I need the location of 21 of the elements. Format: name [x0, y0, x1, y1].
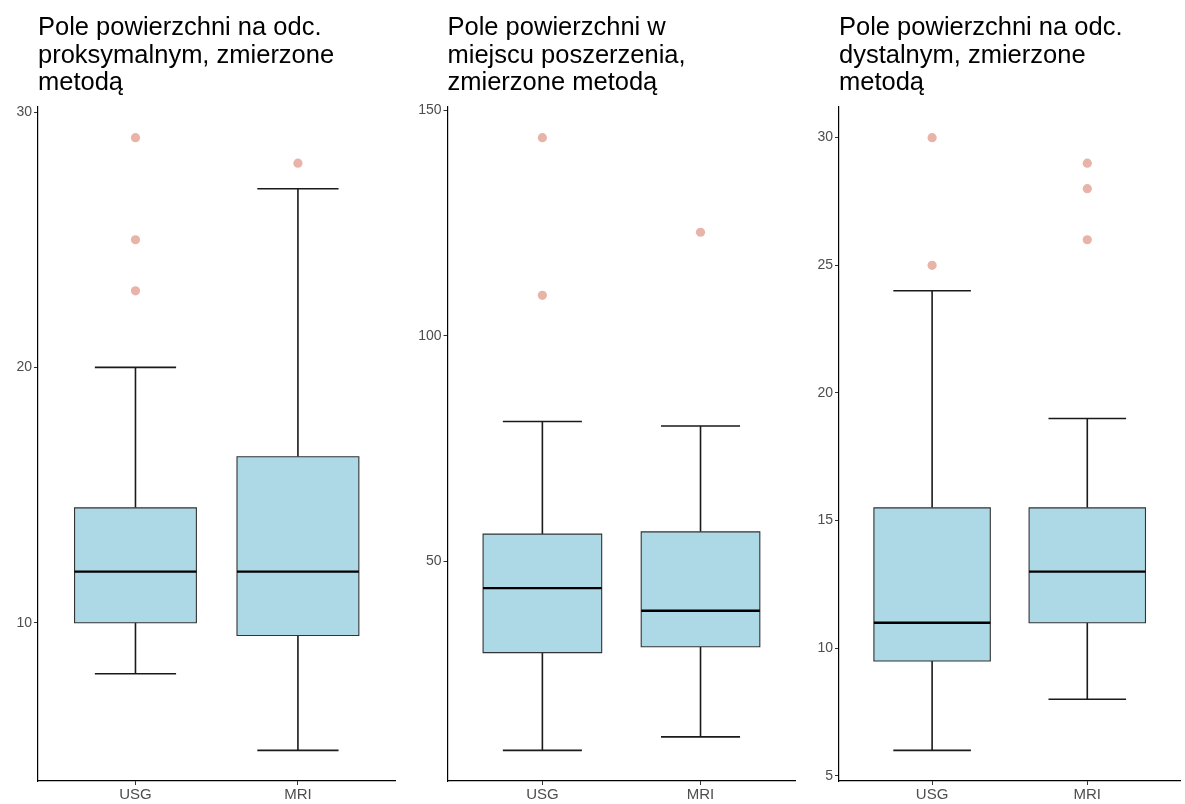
y-tick-label: 10	[16, 613, 33, 630]
y-tick-label: 20	[817, 383, 834, 400]
y-tick-label: 25	[817, 256, 834, 273]
x-tick-label: USG	[119, 785, 152, 803]
x-tick-label: MRI	[284, 785, 312, 803]
y-tick-label: 50	[425, 552, 442, 568]
x-tick-label: MRI	[1073, 785, 1102, 803]
chart-title: Pole powierzchni w miejscu poszerzenia, zmierzone metodą	[447, 12, 687, 96]
chart-title: Pole powierzchni na odc. proksymalnym, zmierzone metodą	[38, 12, 336, 96]
x-tick-label: USG	[915, 785, 949, 803]
x-tick-label: MRI	[686, 785, 715, 803]
y-tick-label: 150	[418, 101, 442, 118]
y-tick-label: 30	[16, 102, 33, 119]
chart-title: Pole powierzchni na odc. dystalnym, zmierzone metodą	[839, 12, 1124, 96]
y-tick-label: 20	[16, 358, 33, 375]
y-tick-label: 15	[817, 511, 834, 528]
y-tick-label: 30	[817, 128, 834, 145]
y-tick-label: 100	[418, 326, 442, 343]
x-tick-label: USG	[526, 785, 559, 803]
y-tick-label: 5	[825, 766, 834, 783]
y-tick-label: 10	[817, 639, 834, 656]
